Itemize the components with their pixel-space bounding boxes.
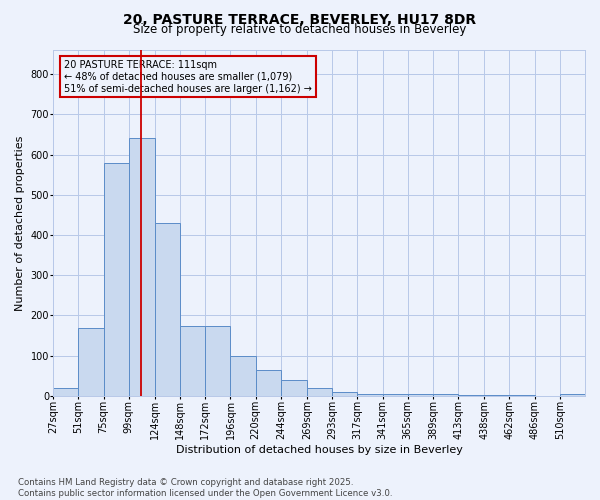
Text: 20 PASTURE TERRACE: 111sqm
← 48% of detached houses are smaller (1,079)
51% of s: 20 PASTURE TERRACE: 111sqm ← 48% of deta… <box>64 60 312 94</box>
Bar <box>458 395 484 396</box>
Bar <box>408 394 433 396</box>
Bar <box>129 138 155 396</box>
Bar <box>383 394 408 396</box>
Bar <box>484 395 509 396</box>
Bar <box>281 380 307 396</box>
Bar <box>332 392 358 396</box>
Bar <box>433 394 458 396</box>
Y-axis label: Number of detached properties: Number of detached properties <box>15 136 25 310</box>
Bar <box>180 326 205 396</box>
Bar <box>256 370 281 396</box>
Text: Contains HM Land Registry data © Crown copyright and database right 2025.
Contai: Contains HM Land Registry data © Crown c… <box>18 478 392 498</box>
Bar <box>509 395 535 396</box>
Bar <box>230 356 256 396</box>
Text: 20, PASTURE TERRACE, BEVERLEY, HU17 8DR: 20, PASTURE TERRACE, BEVERLEY, HU17 8DR <box>124 12 476 26</box>
Bar <box>155 223 180 396</box>
Bar <box>560 394 585 396</box>
Bar <box>79 328 104 396</box>
X-axis label: Distribution of detached houses by size in Beverley: Distribution of detached houses by size … <box>176 445 463 455</box>
Bar <box>104 162 129 396</box>
Bar <box>358 394 383 396</box>
Bar <box>205 326 230 396</box>
Bar <box>53 388 79 396</box>
Text: Size of property relative to detached houses in Beverley: Size of property relative to detached ho… <box>133 22 467 36</box>
Bar <box>307 388 332 396</box>
